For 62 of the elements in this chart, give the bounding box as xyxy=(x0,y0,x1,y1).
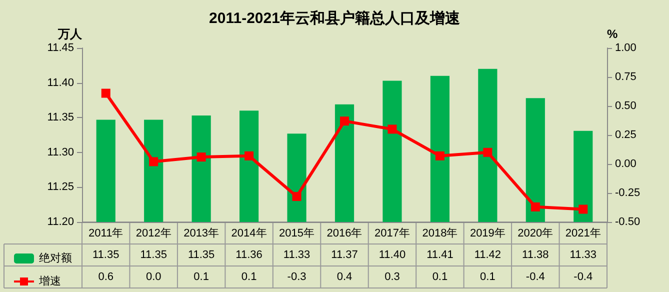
chart-title: 2011-2021年云和县户籍总人口及增速 xyxy=(209,9,461,27)
point xyxy=(435,151,444,160)
x-tick-label: 2013年 xyxy=(184,228,220,240)
data-label: 11.41 xyxy=(426,249,454,261)
point xyxy=(149,157,158,166)
data-label: 11.37 xyxy=(331,249,358,261)
y-tick-label: 11.20 xyxy=(47,216,74,228)
y2-tick-label: 0.75 xyxy=(615,71,636,83)
y2-tick-label: 0.50 xyxy=(615,100,636,112)
x-tick-label: 2021年 xyxy=(565,228,601,240)
data-label: 11.38 xyxy=(522,249,549,261)
y-tick-label: 11.30 xyxy=(47,146,74,158)
x-tick-label: 2020年 xyxy=(518,228,554,240)
data-label: 11.33 xyxy=(283,249,310,261)
data-label: -0.4 xyxy=(526,271,545,283)
y2-tick-label: 1.00 xyxy=(615,42,636,54)
data-label: 11.42 xyxy=(474,249,502,261)
data-label: 0.4 xyxy=(336,271,352,283)
y-tick-label: 11.25 xyxy=(47,181,74,194)
y-axis-title: 万人 xyxy=(57,27,83,41)
data-label: -0.4 xyxy=(574,271,593,283)
y-tick-label: 11.45 xyxy=(47,42,74,54)
data-label: 11.35 xyxy=(140,249,167,261)
x-tick-label: 2011年 xyxy=(88,228,124,240)
y2-tick-label: 0.00 xyxy=(615,158,636,170)
data-label: 0.1 xyxy=(241,271,257,283)
data-label: 0.1 xyxy=(480,271,496,283)
data-label: 11.40 xyxy=(378,249,406,261)
data-label: 11.35 xyxy=(188,249,215,261)
y2-tick-label: 0.25 xyxy=(615,129,636,141)
x-tick-label: 2016年 xyxy=(326,228,362,240)
point xyxy=(483,148,492,157)
data-label: 0.1 xyxy=(194,271,209,283)
legend-label: 绝对额 xyxy=(39,252,72,264)
data-label: 0.6 xyxy=(98,271,114,283)
x-tick-label: 2019年 xyxy=(470,228,506,240)
point xyxy=(340,116,349,126)
legend-label: 增速 xyxy=(38,274,61,288)
y2-tick-label: -0.25 xyxy=(615,187,640,199)
point xyxy=(244,151,254,160)
x-tick-label: 2018年 xyxy=(422,228,458,240)
data-label: -0.3 xyxy=(287,271,306,283)
point xyxy=(292,192,302,201)
y-tick-label: 11.35 xyxy=(47,112,74,124)
point xyxy=(196,152,206,162)
y2-tick-label: -0.50 xyxy=(615,216,640,228)
point xyxy=(388,124,397,134)
data-label: 0.1 xyxy=(432,271,448,283)
data-label: 11.35 xyxy=(92,249,120,261)
x-tick-label: 2015年 xyxy=(279,228,315,240)
point xyxy=(530,202,540,212)
point xyxy=(578,204,588,214)
x-tick-label: 2017年 xyxy=(374,228,410,240)
x-tick-label: 2012年 xyxy=(136,228,172,240)
point xyxy=(101,88,110,98)
y2-axis-title: % xyxy=(607,27,618,41)
data-label: 11.36 xyxy=(236,249,262,261)
x-tick-label: 2014年 xyxy=(231,228,267,240)
data-label: 11.33 xyxy=(570,249,596,261)
y-tick-label: 11.40 xyxy=(47,76,74,89)
data-label: 0.0 xyxy=(146,271,162,283)
data-label: 0.3 xyxy=(384,271,400,283)
